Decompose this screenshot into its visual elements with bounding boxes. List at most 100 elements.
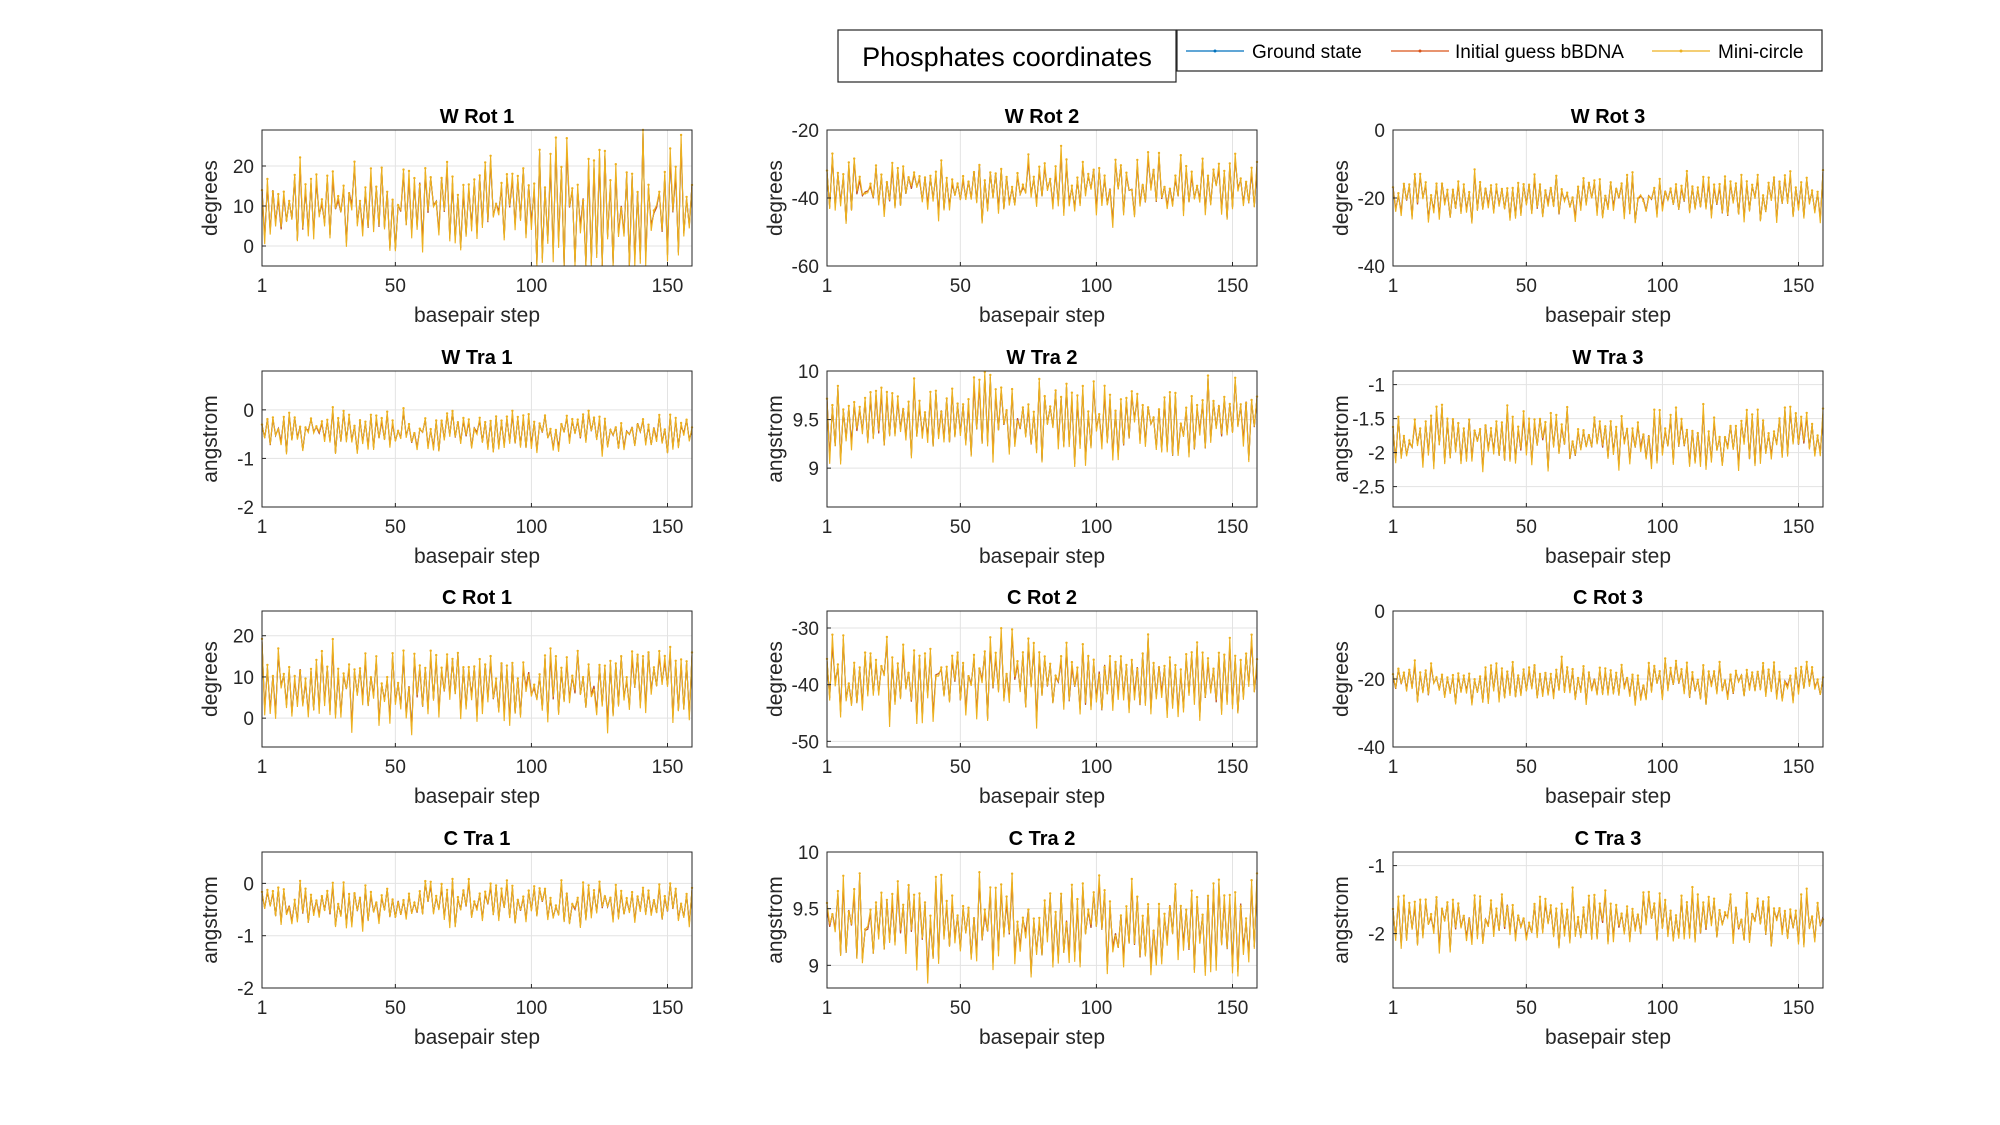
data-point <box>293 416 296 419</box>
data-point <box>505 173 509 176</box>
data-point <box>1783 406 1787 409</box>
data-point <box>424 879 427 883</box>
data-point <box>554 136 558 139</box>
data-point <box>836 663 840 666</box>
data-point <box>1408 183 1411 186</box>
data-point <box>473 900 476 903</box>
data-point <box>1615 425 1618 429</box>
data-point <box>1669 413 1672 417</box>
y-tick-label: 10 <box>233 668 254 689</box>
series-line-mini-circle <box>826 628 1258 729</box>
data-point <box>1125 171 1128 174</box>
data-point <box>669 882 672 885</box>
data-point <box>369 413 373 416</box>
data-point <box>1419 671 1422 674</box>
data-point <box>685 418 688 421</box>
data-point <box>989 636 992 639</box>
data-point <box>1446 901 1449 904</box>
data-point <box>669 645 672 649</box>
x-axis-label: basepair step <box>1545 304 1671 327</box>
data-point <box>1778 670 1781 674</box>
data-point <box>1506 404 1509 407</box>
data-point <box>831 152 834 155</box>
x-tick-label: 100 <box>516 276 548 297</box>
data-point <box>435 200 438 204</box>
data-point <box>1010 872 1014 875</box>
data-point <box>663 170 666 174</box>
data-point <box>912 893 916 896</box>
data-point <box>1756 173 1759 177</box>
data-point <box>293 173 296 177</box>
data-point <box>1185 653 1188 656</box>
data-point <box>1065 382 1068 385</box>
data-point <box>1234 891 1237 894</box>
legend-entry-initial-guess[interactable]: Initial guess bBDNA <box>1391 42 1624 63</box>
y-tick-label: 0 <box>243 709 254 730</box>
data-point <box>685 195 688 199</box>
data-point <box>663 894 666 898</box>
data-point <box>309 893 313 896</box>
data-point <box>1522 183 1525 186</box>
data-point <box>1440 673 1444 676</box>
data-point <box>636 653 639 656</box>
data-point <box>1478 427 1482 431</box>
data-point <box>522 167 525 170</box>
data-point <box>1146 633 1150 636</box>
y-tick-label: 9.5 <box>793 411 819 432</box>
data-point <box>1555 174 1558 177</box>
data-point <box>592 159 596 162</box>
series-markers-mini-circle <box>260 406 694 435</box>
data-point <box>1027 637 1030 640</box>
x-tick-label: 100 <box>1081 276 1113 297</box>
data-point <box>1397 895 1400 898</box>
x-axis-label: basepair step <box>414 785 540 808</box>
y-tick-label: -20 <box>792 121 819 142</box>
data-point <box>1473 894 1476 897</box>
data-point <box>375 655 378 658</box>
data-point <box>1451 673 1455 677</box>
data-point <box>353 424 356 427</box>
x-tick-label: 1 <box>1388 757 1399 778</box>
data-point <box>533 420 536 423</box>
data-point <box>945 176 948 180</box>
data-point <box>972 170 976 174</box>
data-point <box>1065 158 1068 161</box>
data-point <box>1707 430 1710 433</box>
data-point <box>396 429 400 433</box>
data-point <box>674 165 677 168</box>
panel-title: C Rot 2 <box>1007 587 1077 609</box>
x-tick-label: 1 <box>257 998 268 1019</box>
data-point <box>1642 891 1645 894</box>
legend-entry-ground-state[interactable]: Ground state <box>1186 42 1362 63</box>
data-point <box>967 906 970 909</box>
series-markers-mini-circle <box>260 877 694 909</box>
data-point <box>1027 908 1030 911</box>
data-point <box>989 373 992 377</box>
data-point <box>315 173 318 176</box>
y-tick-label: 9.5 <box>793 900 819 921</box>
series-line-mini-circle <box>826 872 1258 984</box>
data-point <box>940 159 943 162</box>
data-point <box>1244 652 1248 655</box>
data-point <box>1076 897 1079 901</box>
data-point <box>473 178 476 181</box>
data-point <box>1620 912 1623 915</box>
data-point <box>1228 893 1232 897</box>
data-point <box>380 416 383 420</box>
data-point <box>407 422 411 426</box>
data-point <box>364 420 367 423</box>
y-tick-label: -40 <box>792 676 819 697</box>
legend[interactable]: Ground state Initial guess bBDNA Mini-ci… <box>1176 29 1823 72</box>
data-point <box>1593 893 1596 897</box>
data-point <box>1081 643 1085 646</box>
legend-entry-mini-circle[interactable]: Mini-circle <box>1652 42 1804 63</box>
data-point <box>1005 672 1008 676</box>
data-point <box>1664 898 1667 902</box>
data-point <box>630 650 634 653</box>
data-point <box>1049 662 1052 665</box>
data-point <box>277 886 280 889</box>
data-point <box>456 651 460 655</box>
data-point <box>1664 657 1667 660</box>
data-point <box>1168 187 1172 190</box>
